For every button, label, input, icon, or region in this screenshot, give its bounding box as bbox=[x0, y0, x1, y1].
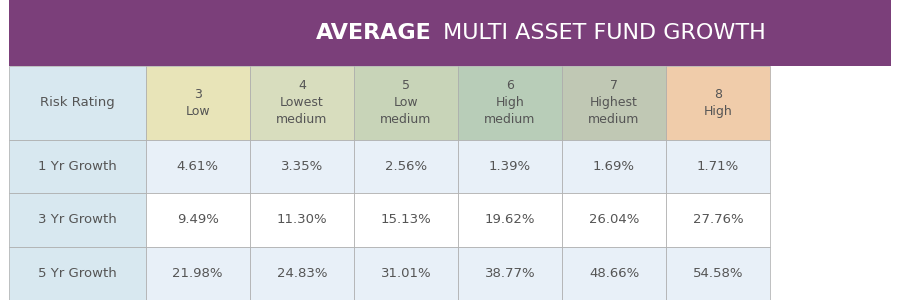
Text: 31.01%: 31.01% bbox=[381, 267, 431, 280]
FancyBboxPatch shape bbox=[250, 247, 354, 300]
FancyBboxPatch shape bbox=[354, 247, 458, 300]
Text: AVERAGE: AVERAGE bbox=[316, 23, 432, 43]
Text: 1 Yr Growth: 1 Yr Growth bbox=[38, 160, 117, 173]
Text: 11.30%: 11.30% bbox=[276, 213, 327, 226]
Text: 21.98%: 21.98% bbox=[173, 267, 223, 280]
Text: 2.56%: 2.56% bbox=[385, 160, 427, 173]
FancyBboxPatch shape bbox=[250, 66, 354, 140]
Text: 6
High
medium: 6 High medium bbox=[484, 79, 536, 126]
Text: 4
Lowest
medium: 4 Lowest medium bbox=[276, 79, 328, 126]
Text: 24.83%: 24.83% bbox=[276, 267, 327, 280]
FancyBboxPatch shape bbox=[146, 140, 250, 193]
Text: 7
Highest
medium: 7 Highest medium bbox=[589, 79, 640, 126]
FancyBboxPatch shape bbox=[146, 66, 250, 140]
Text: 4.61%: 4.61% bbox=[176, 160, 219, 173]
FancyBboxPatch shape bbox=[9, 193, 146, 247]
FancyBboxPatch shape bbox=[458, 66, 562, 140]
Text: 38.77%: 38.77% bbox=[485, 267, 536, 280]
FancyBboxPatch shape bbox=[562, 247, 666, 300]
FancyBboxPatch shape bbox=[666, 193, 770, 247]
FancyBboxPatch shape bbox=[458, 193, 562, 247]
Text: 3 Yr Growth: 3 Yr Growth bbox=[38, 213, 117, 226]
FancyBboxPatch shape bbox=[458, 247, 562, 300]
FancyBboxPatch shape bbox=[9, 0, 891, 66]
FancyBboxPatch shape bbox=[562, 140, 666, 193]
FancyBboxPatch shape bbox=[666, 140, 770, 193]
Text: 1.39%: 1.39% bbox=[489, 160, 531, 173]
Text: 54.58%: 54.58% bbox=[693, 267, 743, 280]
FancyBboxPatch shape bbox=[354, 140, 458, 193]
Text: 5 Yr Growth: 5 Yr Growth bbox=[38, 267, 117, 280]
FancyBboxPatch shape bbox=[250, 140, 354, 193]
Text: 3.35%: 3.35% bbox=[281, 160, 323, 173]
Text: 15.13%: 15.13% bbox=[381, 213, 431, 226]
Text: 26.04%: 26.04% bbox=[589, 213, 639, 226]
FancyBboxPatch shape bbox=[562, 193, 666, 247]
FancyBboxPatch shape bbox=[666, 66, 770, 140]
FancyBboxPatch shape bbox=[9, 140, 146, 193]
Text: 5
Low
medium: 5 Low medium bbox=[380, 79, 432, 126]
Text: Risk Rating: Risk Rating bbox=[40, 96, 114, 109]
FancyBboxPatch shape bbox=[146, 193, 250, 247]
FancyBboxPatch shape bbox=[562, 66, 666, 140]
FancyBboxPatch shape bbox=[9, 66, 146, 140]
Text: MULTI ASSET FUND GROWTH: MULTI ASSET FUND GROWTH bbox=[436, 23, 766, 43]
FancyBboxPatch shape bbox=[666, 247, 770, 300]
FancyBboxPatch shape bbox=[458, 140, 562, 193]
FancyBboxPatch shape bbox=[354, 193, 458, 247]
Text: 1.69%: 1.69% bbox=[593, 160, 635, 173]
FancyBboxPatch shape bbox=[250, 193, 354, 247]
Text: 9.49%: 9.49% bbox=[176, 213, 219, 226]
Text: 27.76%: 27.76% bbox=[693, 213, 743, 226]
FancyBboxPatch shape bbox=[146, 247, 250, 300]
Text: 3
Low: 3 Low bbox=[185, 88, 210, 118]
Text: 19.62%: 19.62% bbox=[485, 213, 536, 226]
Text: 48.66%: 48.66% bbox=[589, 267, 639, 280]
FancyBboxPatch shape bbox=[354, 66, 458, 140]
FancyBboxPatch shape bbox=[9, 247, 146, 300]
Text: 1.71%: 1.71% bbox=[697, 160, 739, 173]
Text: 8
High: 8 High bbox=[704, 88, 733, 118]
